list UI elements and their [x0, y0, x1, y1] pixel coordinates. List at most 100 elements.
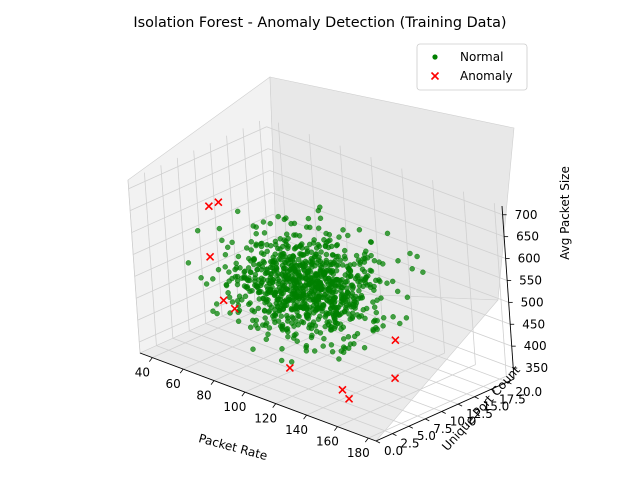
- normal-point: [234, 278, 241, 284]
- normal-point: [284, 326, 291, 332]
- grid-z: [266, 126, 503, 216]
- normal-point: [234, 208, 241, 215]
- normal-point: [350, 310, 356, 316]
- normal-point: [352, 302, 359, 309]
- grid-z: [136, 235, 275, 299]
- x-tick-label: 160: [316, 435, 339, 449]
- normal-point: [373, 325, 379, 331]
- normal-point: [367, 267, 373, 274]
- normal-point: [355, 257, 362, 263]
- normal-point: [376, 277, 382, 283]
- normal-point: [347, 267, 354, 274]
- normal-point: [243, 284, 249, 290]
- normal-point: [367, 282, 373, 288]
- normal-point: [203, 281, 210, 287]
- normal-point: [265, 309, 272, 315]
- x-tick: [241, 391, 246, 397]
- normal-point: [309, 257, 316, 263]
- normal-point: [258, 267, 265, 273]
- normal-point: [279, 323, 286, 330]
- normal-point: [338, 326, 344, 332]
- normal-point: [233, 260, 239, 267]
- normal-point: [356, 283, 363, 289]
- normal-point: [243, 245, 250, 251]
- normal-point: [341, 336, 347, 342]
- normal-point: [317, 215, 324, 222]
- normal-point: [295, 313, 301, 319]
- normal-point: [322, 262, 328, 268]
- normal-point: [325, 275, 332, 282]
- normal-point: [242, 293, 249, 299]
- normal-point: [359, 266, 366, 272]
- normal-point: [312, 296, 318, 302]
- normal-point: [194, 227, 201, 234]
- normal-point: [335, 253, 341, 260]
- grid-y: [160, 165, 174, 339]
- z-tick-label: 350: [525, 361, 548, 375]
- normal-point: [285, 245, 291, 252]
- grid-x: [339, 145, 353, 319]
- normal-point: [360, 256, 366, 262]
- normal-point: [279, 346, 285, 352]
- normal-point: [301, 263, 307, 270]
- normal-point: [403, 315, 410, 321]
- normal-point: [323, 251, 330, 258]
- grid-z: [131, 170, 270, 233]
- normal-point: [347, 273, 354, 280]
- normal-point: [216, 225, 223, 232]
- normal-point: [314, 305, 320, 311]
- normal-point: [348, 301, 354, 307]
- normal-point: [329, 243, 335, 250]
- normal-point: [284, 275, 290, 282]
- normal-point: [312, 323, 319, 329]
- normal-point: [334, 276, 340, 283]
- normal-point: [360, 307, 366, 313]
- normal-point: [266, 325, 273, 331]
- anomaly-point: [390, 374, 400, 383]
- normal-point: [261, 230, 268, 236]
- normal-point: [247, 324, 254, 330]
- normal-point: [390, 278, 396, 285]
- normal-point: [263, 296, 269, 302]
- normal-point: [312, 263, 318, 269]
- normal-point: [298, 304, 304, 310]
- anomaly-point: [285, 363, 294, 373]
- normal-point: [345, 232, 351, 239]
- normal-point: [234, 298, 241, 304]
- normal-point: [269, 279, 276, 286]
- normal-point: [250, 346, 256, 352]
- legend-label-anomaly: Anomaly: [460, 69, 513, 83]
- normal-point: [321, 292, 328, 298]
- normal-point: [249, 307, 255, 313]
- normal-point: [253, 242, 259, 249]
- x-tick-label: 60: [166, 377, 181, 391]
- normal-point: [321, 303, 327, 309]
- normal-point: [291, 220, 298, 227]
- normal-point: [294, 338, 300, 344]
- normal-point: [317, 313, 323, 319]
- normal-point: [395, 288, 401, 295]
- x-tick-label: 80: [196, 389, 211, 403]
- normal-point: [225, 290, 231, 296]
- normal-point: [222, 251, 229, 258]
- grid-y: [156, 345, 393, 434]
- normal-point: [226, 278, 232, 284]
- normal-point: [356, 227, 363, 233]
- normal-point: [210, 308, 216, 314]
- normal-point: [351, 341, 357, 347]
- normal-point: [342, 294, 349, 300]
- x-tick: [364, 437, 369, 443]
- normal-point: [277, 296, 284, 303]
- normal-point: [330, 289, 336, 296]
- normal-point: [354, 331, 361, 337]
- normal-point: [320, 272, 326, 278]
- normal-point: [235, 318, 242, 324]
- normal-point: [372, 317, 378, 323]
- normal-point: [219, 237, 225, 244]
- normal-point: [248, 269, 254, 276]
- normal-point: [253, 230, 259, 237]
- normal-point: [338, 279, 344, 286]
- normal-point: [349, 315, 355, 321]
- normal-point: [229, 299, 236, 305]
- grid-y: [193, 150, 207, 324]
